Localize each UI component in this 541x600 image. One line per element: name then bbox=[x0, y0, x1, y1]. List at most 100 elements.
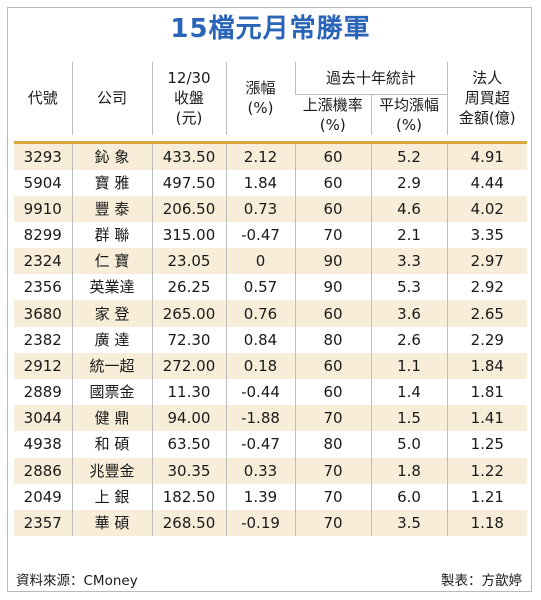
cell-change: 0.84 bbox=[225, 326, 295, 353]
cell-inst: 2.92 bbox=[446, 274, 528, 301]
table-row: 2912 統一超 272.00 0.18 60 1.1 1.84 bbox=[14, 352, 528, 379]
cell-uprate: 70 bbox=[294, 457, 371, 484]
cell-company: 仁 寶 bbox=[71, 248, 152, 275]
cell-uprate: 90 bbox=[294, 274, 371, 301]
cell-company: 群 聯 bbox=[71, 221, 152, 249]
cell-inst: 1.22 bbox=[446, 457, 528, 484]
header-code: 代號 bbox=[27, 89, 58, 108]
table-row: 8299 群 聯 315.00 -0.47 70 2.1 3.35 bbox=[14, 221, 528, 249]
cell-avgrise: 2.1 bbox=[370, 221, 448, 249]
cell-code: 4938 bbox=[23, 435, 62, 454]
cell-close: 23.05 bbox=[151, 248, 226, 275]
cell-company: 豐 泰 bbox=[71, 195, 152, 222]
cell-company: 統一超 bbox=[71, 352, 152, 379]
cell-close: 26.25 bbox=[151, 274, 226, 301]
cell-change: 2.12 bbox=[225, 142, 295, 170]
cell-code: 5904 bbox=[23, 173, 62, 192]
cell-avgrise: 3.3 bbox=[370, 248, 448, 275]
cell-change: 0.57 bbox=[225, 274, 295, 301]
cell-code: 2324 bbox=[23, 252, 62, 271]
cell-inst: 2.65 bbox=[446, 300, 528, 327]
credit-note: 製表：方歆婷 bbox=[441, 573, 522, 589]
cell-uprate: 60 bbox=[294, 142, 371, 170]
cell-avgrise: 5.3 bbox=[370, 274, 448, 301]
cell-change: 0.73 bbox=[225, 195, 295, 222]
cell-change: -0.47 bbox=[225, 431, 295, 458]
cell-company: 廣 達 bbox=[71, 326, 152, 353]
cell-close: 497.50 bbox=[151, 169, 226, 196]
cell-close: 272.00 bbox=[151, 352, 226, 379]
cell-avgrise: 6.0 bbox=[370, 483, 448, 510]
table-row: 2357 華 碩 268.50 -0.19 70 3.5 1.18 bbox=[14, 509, 528, 537]
cell-code: 3293 bbox=[23, 147, 62, 166]
cell-close: 315.00 bbox=[151, 221, 226, 249]
cell-change: 1.84 bbox=[225, 169, 295, 196]
cell-code: 8299 bbox=[23, 225, 62, 244]
cell-change: 1.39 bbox=[225, 483, 295, 510]
table-row: 3680 家 登 265.00 0.76 60 3.6 2.65 bbox=[14, 300, 528, 327]
cell-avgrise: 3.5 bbox=[370, 509, 448, 537]
cell-avgrise: 1.8 bbox=[370, 457, 448, 484]
cell-avgrise: 3.6 bbox=[370, 300, 448, 327]
cell-uprate: 70 bbox=[294, 405, 371, 432]
table-row: 2889 國票金 11.30 -0.44 60 1.4 1.81 bbox=[14, 379, 528, 406]
cell-code: 2049 bbox=[23, 487, 62, 506]
header-rule bbox=[14, 134, 528, 144]
cell-uprate: 70 bbox=[294, 509, 371, 537]
cell-close: 265.00 bbox=[151, 300, 226, 327]
cell-inst: 1.18 bbox=[446, 509, 528, 537]
page-title: 15檔元月常勝軍 bbox=[170, 14, 371, 44]
cell-close: 30.35 bbox=[151, 457, 226, 484]
cell-inst: 1.81 bbox=[446, 379, 528, 406]
cell-code: 2912 bbox=[23, 356, 62, 375]
cell-avgrise: 1.1 bbox=[370, 352, 448, 379]
cell-uprate: 60 bbox=[294, 195, 371, 222]
table-row: 2324 仁 寶 23.05 0 90 3.3 2.97 bbox=[14, 248, 528, 275]
cell-uprate: 90 bbox=[294, 248, 371, 275]
table-row: 4938 和 碩 63.50 -0.47 80 5.0 1.25 bbox=[14, 431, 528, 458]
cell-company: 健 鼎 bbox=[71, 405, 152, 432]
cell-code: 2356 bbox=[23, 278, 62, 297]
cell-company: 華 碩 bbox=[71, 509, 152, 537]
header-avg-rise: 平均漲幅 (%) bbox=[370, 93, 448, 135]
cell-inst: 1.25 bbox=[446, 431, 528, 458]
cell-uprate: 60 bbox=[294, 300, 371, 327]
cell-close: 94.00 bbox=[151, 405, 226, 432]
table-row: 9910 豐 泰 206.50 0.73 60 4.6 4.02 bbox=[14, 195, 528, 222]
cell-inst: 4.44 bbox=[446, 169, 528, 196]
cell-change: 0.76 bbox=[225, 300, 295, 327]
cell-avgrise: 5.0 bbox=[370, 431, 448, 458]
table-row: 2356 英業達 26.25 0.57 90 5.3 2.92 bbox=[14, 274, 528, 301]
cell-uprate: 70 bbox=[294, 221, 371, 249]
cell-company: 家 登 bbox=[71, 300, 152, 327]
source-note: 資料來源：CMoney bbox=[16, 573, 138, 589]
cell-inst: 1.21 bbox=[446, 483, 528, 510]
cell-code: 2357 bbox=[23, 514, 62, 533]
cell-inst: 4.02 bbox=[446, 195, 528, 222]
header-up-rate: 上漲機率 (%) bbox=[295, 93, 371, 135]
cell-change: -0.44 bbox=[225, 379, 295, 406]
cell-company: 和 碩 bbox=[71, 431, 152, 458]
cell-avgrise: 1.5 bbox=[370, 405, 448, 432]
cell-inst: 4.91 bbox=[446, 142, 528, 170]
cell-avgrise: 2.9 bbox=[370, 169, 448, 196]
cell-code: 2889 bbox=[23, 383, 62, 402]
cell-change: -1.88 bbox=[225, 405, 295, 432]
cell-company: 國票金 bbox=[71, 379, 152, 406]
cell-uprate: 70 bbox=[294, 483, 371, 510]
cell-company: 英業達 bbox=[71, 274, 152, 301]
cell-change: 0.18 bbox=[225, 352, 295, 379]
cell-close: 72.30 bbox=[151, 326, 226, 353]
cell-uprate: 80 bbox=[294, 326, 371, 353]
cell-code: 2886 bbox=[23, 461, 62, 480]
cell-uprate: 60 bbox=[294, 169, 371, 196]
cell-close: 206.50 bbox=[151, 195, 226, 222]
cell-uprate: 60 bbox=[294, 352, 371, 379]
cell-inst: 3.35 bbox=[446, 221, 528, 249]
cell-company: 兆豐金 bbox=[71, 457, 152, 484]
cell-close: 182.50 bbox=[151, 483, 226, 510]
cell-company: 上 銀 bbox=[71, 483, 152, 510]
cell-close: 11.30 bbox=[151, 379, 226, 406]
cell-avgrise: 4.6 bbox=[370, 195, 448, 222]
header-institutional: 法人 周買超 金額(億) bbox=[446, 62, 528, 135]
